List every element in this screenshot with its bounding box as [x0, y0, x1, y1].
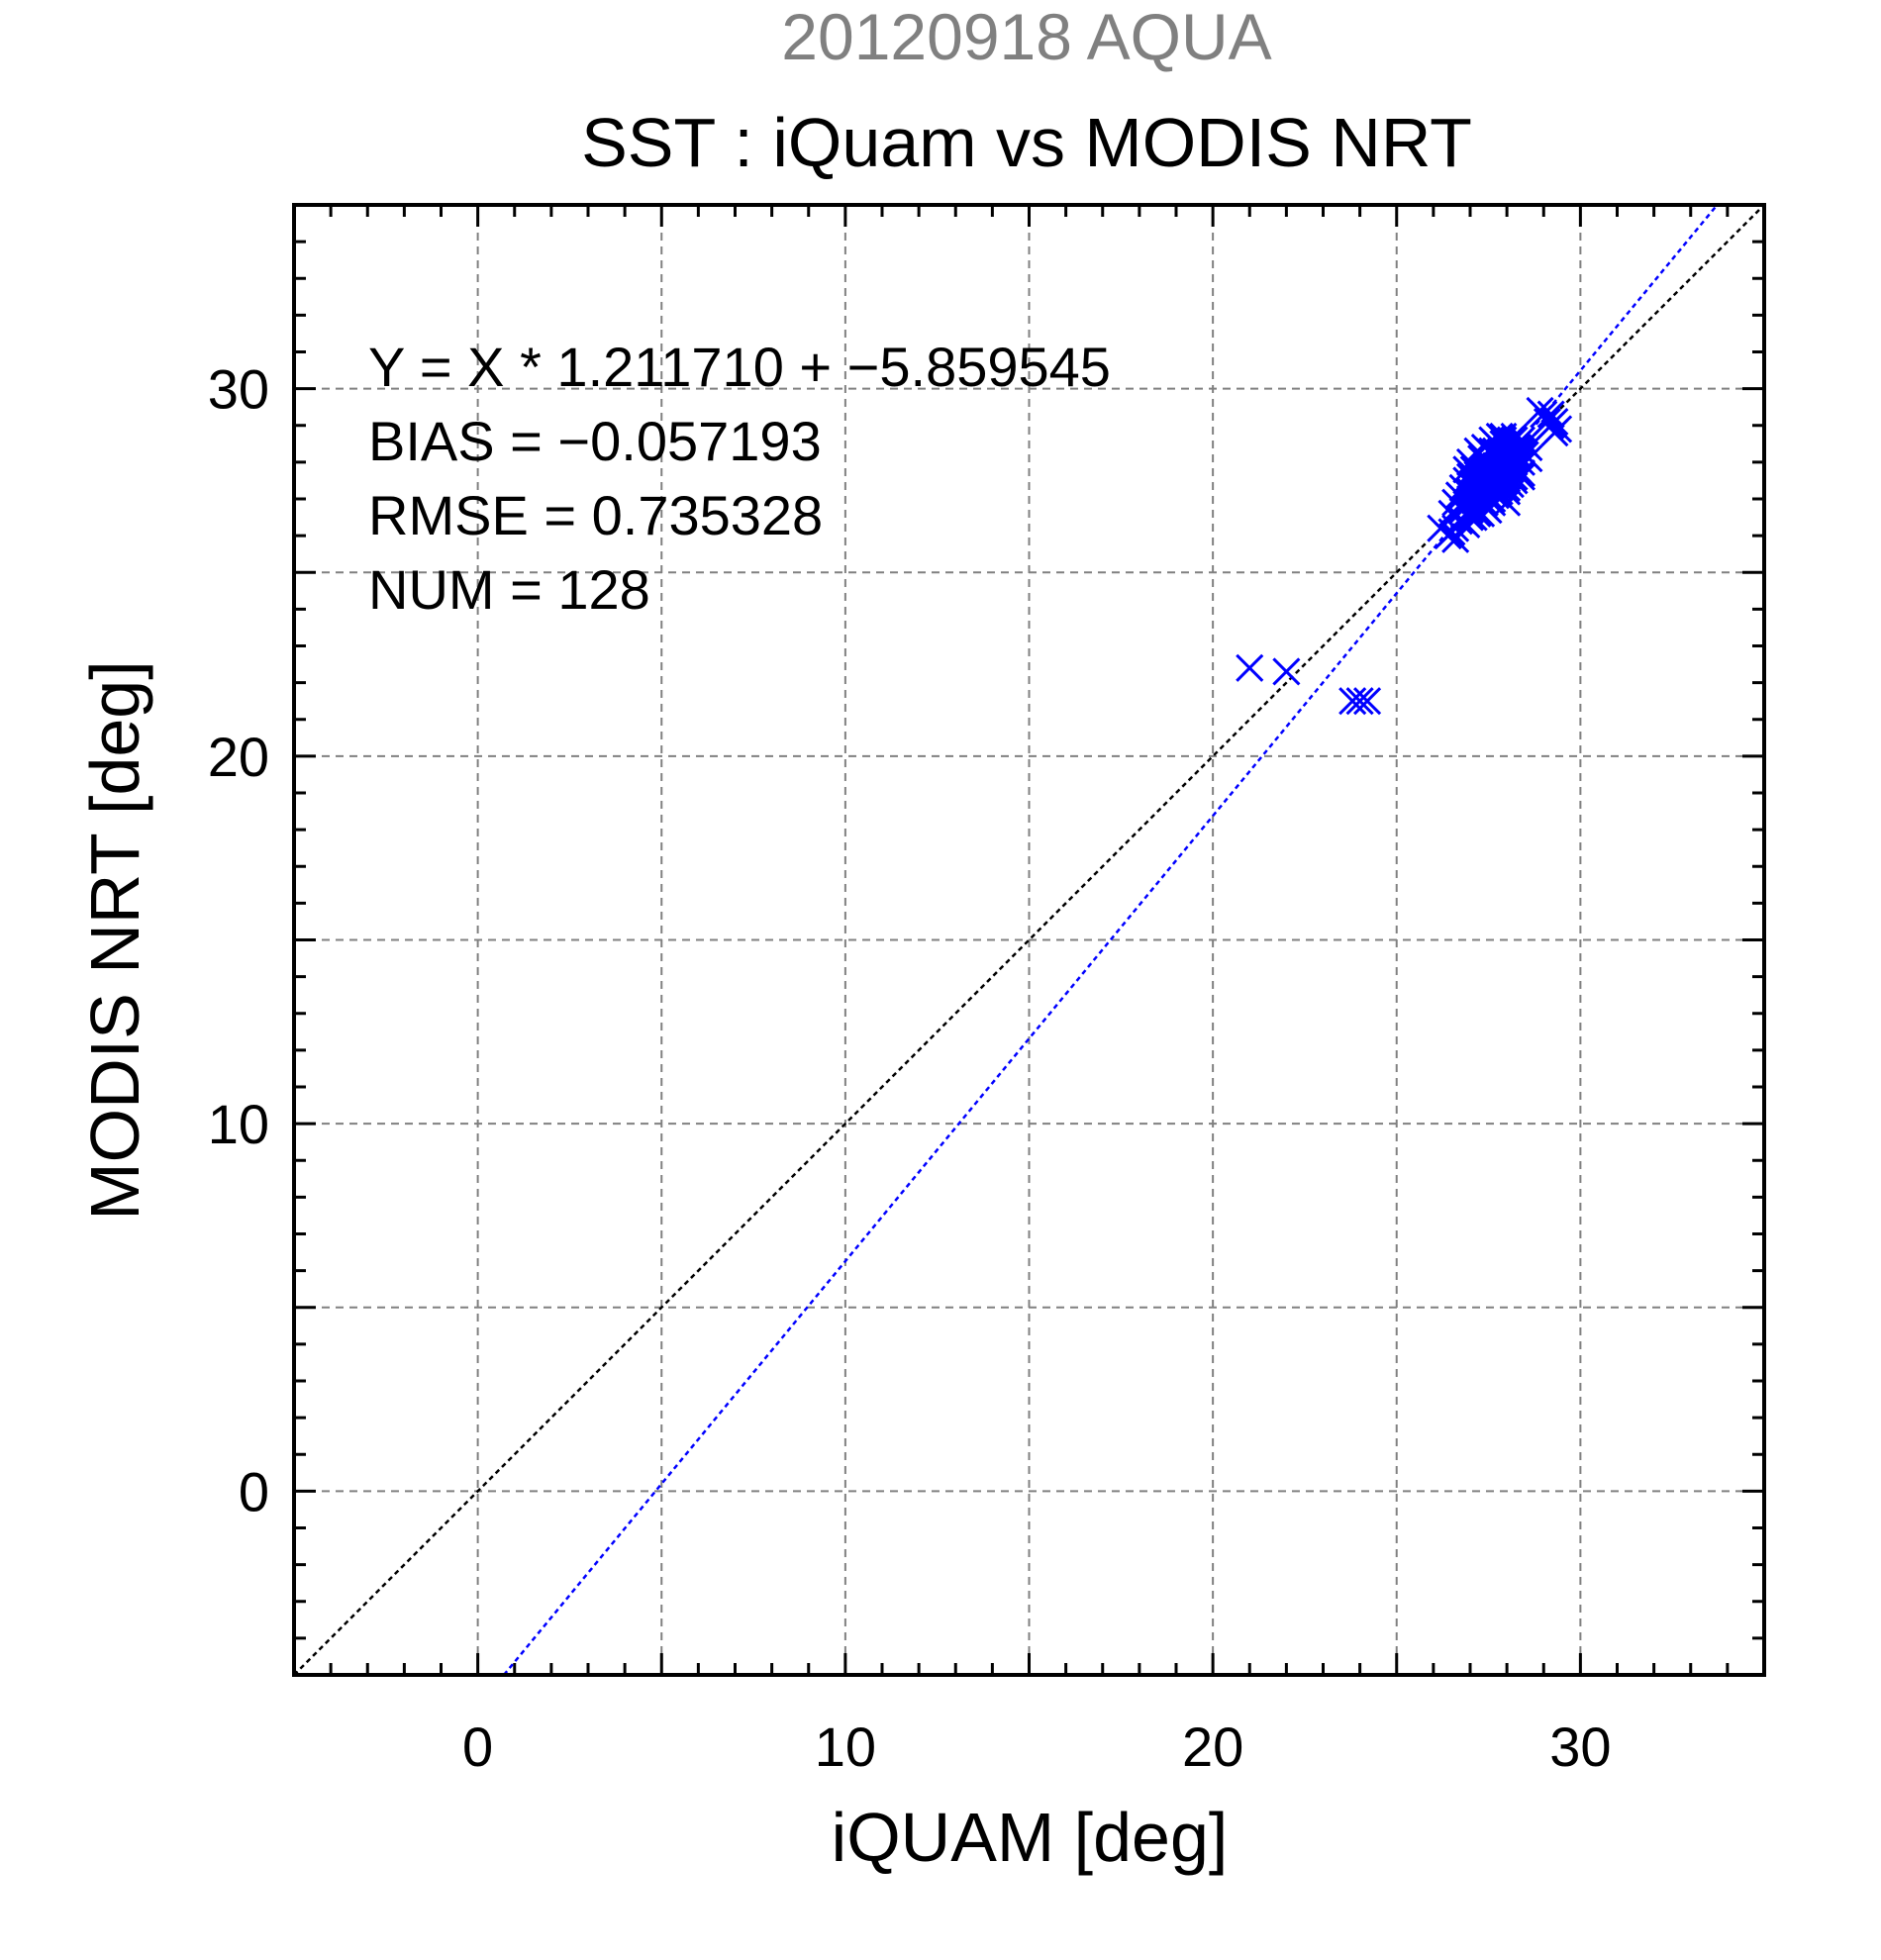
data-point-stroke — [1507, 447, 1536, 476]
data-point-stroke — [1478, 426, 1507, 454]
data-point-stroke — [1485, 477, 1514, 506]
data-point-stroke — [1448, 507, 1477, 536]
plot-frame — [292, 203, 1766, 1677]
data-point-stroke — [1352, 687, 1382, 716]
data-point-stroke — [1507, 462, 1536, 491]
grid — [294, 205, 1764, 1675]
stats-rmse: RMSE = 0.735328 — [368, 484, 823, 546]
data-point — [1338, 687, 1367, 716]
data-point-stroke — [1493, 488, 1522, 517]
data-point-stroke — [1504, 433, 1533, 462]
data-point-stroke — [1467, 458, 1496, 488]
y-tick-label: 10 — [208, 1093, 269, 1155]
data-point — [1540, 407, 1569, 437]
chart-title: SST : iQuam vs MODIS NRT — [581, 104, 1472, 181]
stats-annotation: Y = X * 1.211710 + −5.859545 BIAS = −0.0… — [368, 336, 1111, 621]
tick-labels: 0 10 20 30 0 10 20 30 — [208, 358, 1612, 1778]
data-point — [1507, 462, 1536, 491]
y-axis-label: MODIS NRT [deg] — [76, 660, 153, 1220]
chart-supertitle: 20120918 AQUA — [781, 0, 1271, 73]
data-point-stroke — [1544, 415, 1573, 443]
data-point — [1441, 525, 1470, 553]
data-point-stroke — [1489, 430, 1518, 458]
data-point-stroke — [1345, 687, 1374, 716]
data-point-stroke — [1474, 437, 1503, 465]
data-points — [1236, 396, 1573, 716]
data-point-stroke — [1272, 657, 1301, 686]
data-point-stroke — [1500, 466, 1529, 495]
data-point-stroke — [1530, 400, 1558, 429]
data-point-stroke — [1459, 462, 1488, 491]
data-point-stroke — [1470, 488, 1499, 517]
stats-fit-equation: Y = X * 1.211710 + −5.859545 — [368, 336, 1111, 398]
y-tick-label: 0 — [239, 1460, 269, 1522]
data-point — [1459, 462, 1488, 491]
data-point — [1500, 426, 1529, 454]
x-tick-label: 30 — [1549, 1715, 1611, 1778]
x-tick-label: 20 — [1182, 1715, 1243, 1778]
data-point-stroke — [1441, 525, 1470, 553]
data-point — [1536, 400, 1565, 429]
data-point — [1236, 653, 1264, 682]
y-tick-label: 20 — [208, 726, 269, 788]
x-axis-label: iQUAM [deg] — [832, 1799, 1229, 1876]
data-point — [1507, 426, 1536, 454]
data-point — [1352, 687, 1382, 716]
data-point — [1474, 437, 1503, 465]
data-point — [1345, 687, 1374, 716]
data-point — [1489, 430, 1518, 458]
data-point — [1448, 507, 1477, 536]
data-point-stroke — [1478, 473, 1507, 502]
data-point-stroke — [1496, 447, 1525, 476]
data-point-stroke — [1540, 407, 1569, 437]
data-point-stroke — [1236, 653, 1264, 682]
data-point — [1478, 426, 1507, 454]
x-tick-label: 0 — [462, 1715, 493, 1778]
x-tick-label: 10 — [815, 1715, 876, 1778]
data-point-stroke — [1500, 426, 1529, 454]
data-point — [1485, 477, 1514, 506]
data-point-stroke — [1338, 687, 1367, 716]
data-point — [1500, 466, 1529, 495]
data-point — [1470, 488, 1499, 517]
stats-bias: BIAS = −0.057193 — [368, 410, 822, 472]
data-point — [1544, 415, 1573, 443]
data-point-stroke — [1507, 426, 1536, 454]
data-point — [1272, 657, 1301, 686]
stats-num: NUM = 128 — [368, 558, 650, 621]
y-tick-label: 30 — [208, 358, 269, 421]
data-point-stroke — [1536, 400, 1565, 429]
